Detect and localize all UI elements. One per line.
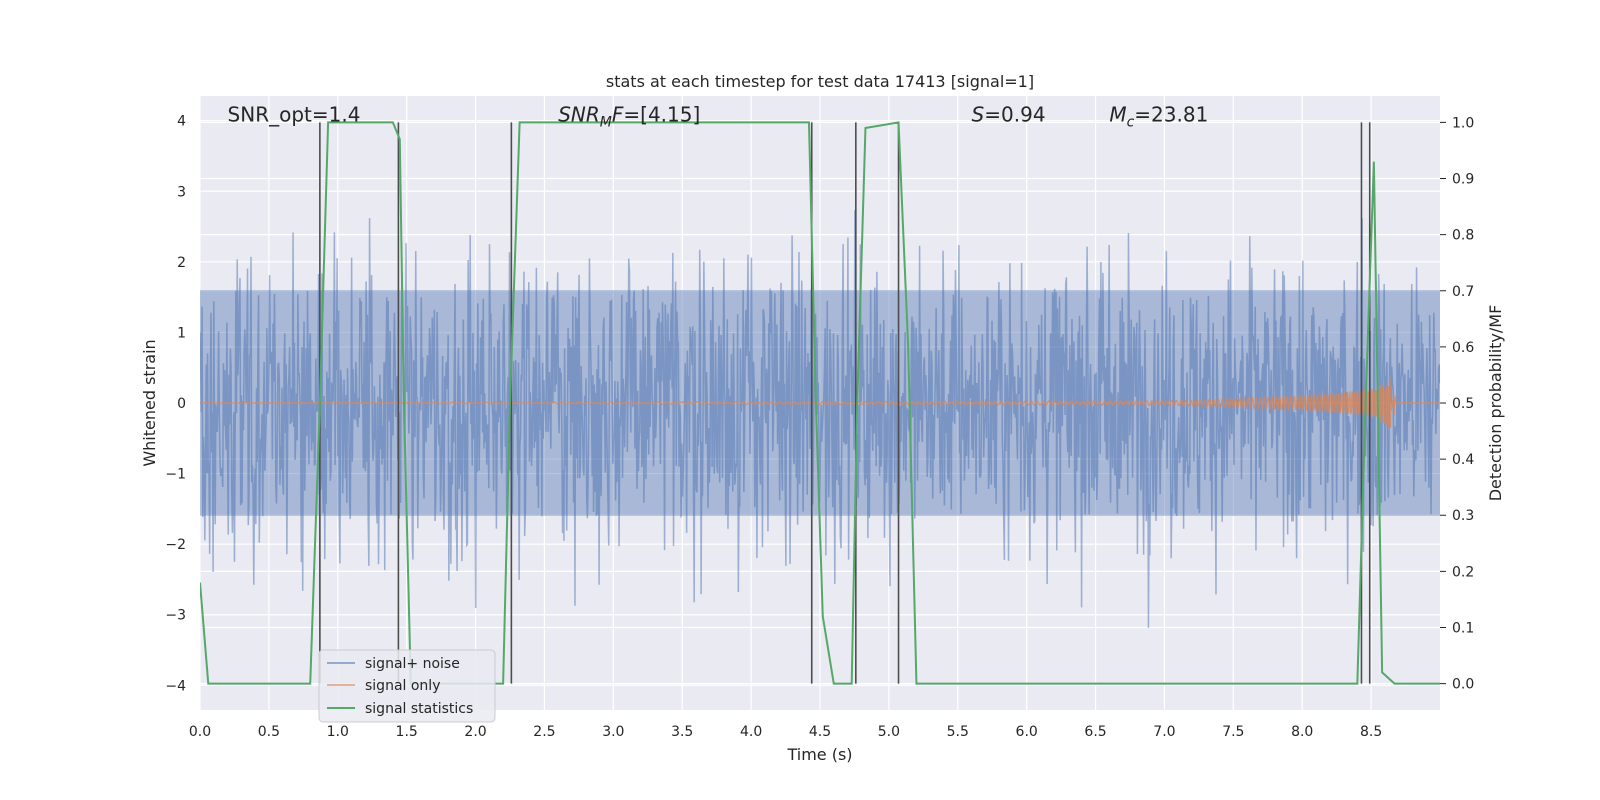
y2-tick-label: 0.4 (1452, 452, 1474, 468)
legend-label-noise: signal+ noise (365, 656, 460, 672)
x-tick-label: 3.0 (602, 724, 624, 740)
x-tick-label: 8.5 (1360, 724, 1382, 740)
annotation-0: SNR_opt=1.4 (228, 103, 361, 127)
x-tick-label: 7.5 (1222, 724, 1244, 740)
y-tick-labels: 4 3 2 1 0 −1 −2 −3 −4 (165, 114, 186, 695)
y2-tick-label: 0.1 (1452, 620, 1474, 636)
x-tick-label: 0.5 (258, 724, 280, 740)
y2-tick-labels: 1.0 0.9 0.8 0.7 0.6 0.5 0.4 0.3 0.2 0.1 0.0 (1440, 115, 1474, 693)
x-tick-label: 6.5 (1084, 724, 1106, 740)
signal-statistics-line (200, 121, 1440, 685)
y-tick-label: −2 (165, 537, 186, 553)
y2-tick-label: 0.9 (1452, 172, 1474, 188)
signal-noise-trace (200, 210, 1440, 628)
x-tick-label: 3.5 (671, 724, 693, 740)
y2-tick-label: 1.0 (1452, 115, 1474, 131)
signal-only-trace (200, 377, 1440, 428)
y-tick-label: −1 (165, 467, 186, 483)
y2-tick-label: 0.6 (1452, 340, 1474, 356)
x-tick-label: 0.0 (189, 724, 211, 740)
annotation-2: S=0.94 (972, 103, 1046, 127)
x-tick-label: 5.5 (947, 724, 969, 740)
legend-box (318, 649, 496, 723)
x-tick-label: 4.5 (809, 724, 831, 740)
annotation-3: Mc=23.81 (1109, 103, 1208, 131)
x-tick-label: 1.0 (327, 724, 349, 740)
y2-tick-label: 0.7 (1452, 284, 1474, 300)
y2-tick-label: 0.5 (1452, 396, 1474, 412)
x-axis-label: Time (s) (786, 745, 852, 764)
x-tick-label: 6.0 (1016, 724, 1038, 740)
signal-only-series (200, 377, 1440, 428)
x-tick-labels: 0.0 0.5 1.0 1.5 2.0 2.5 3.0 3.5 4.0 4.5 5.0 5.5 6.0 6… (189, 724, 1382, 740)
x-tick-label: 4.0 (740, 724, 762, 740)
y2-tick-label: 0.3 (1452, 508, 1474, 524)
signal-statistics-series (200, 121, 1440, 685)
annotations: SNR_opt=1.4 SNRMF=[4.15] S=0.94 Mc=23.81 (228, 103, 1209, 131)
y-tick-label: −4 (165, 678, 186, 694)
annotation-1: SNRMF=[4.15] (558, 103, 700, 131)
y-tick-label: 0 (177, 396, 186, 412)
y-axis-label: Whitened strain (140, 339, 159, 466)
x-tick-label: 8.0 (1291, 724, 1313, 740)
x-tick-label: 7.0 (1153, 724, 1175, 740)
plot-layer (200, 121, 1440, 685)
x-tick-label: 1.5 (396, 724, 418, 740)
legend: signal+ noise signal only signal statist… (318, 649, 496, 723)
y-tick-label: −3 (165, 608, 186, 624)
y2-tick-label: 0.8 (1452, 228, 1474, 244)
chart-title: stats at each timestep for test data 174… (606, 72, 1034, 91)
y-tick-label: 2 (177, 255, 186, 271)
y-tick-label: 4 (177, 114, 186, 130)
y2-axis-label: Detection probability/MF (1486, 305, 1505, 502)
x-tick-label: 2.0 (464, 724, 486, 740)
y2-tick-label: 0.2 (1452, 564, 1474, 580)
x-tick-label: 2.5 (533, 724, 555, 740)
y-tick-label: 1 (177, 325, 186, 341)
legend-label-stats: signal statistics (365, 701, 473, 717)
y2-tick-label: 0.0 (1452, 677, 1474, 693)
y-tick-label: 3 (177, 184, 186, 200)
x-tick-label: 5.0 (878, 724, 900, 740)
legend-label-signal: signal only (365, 678, 440, 694)
